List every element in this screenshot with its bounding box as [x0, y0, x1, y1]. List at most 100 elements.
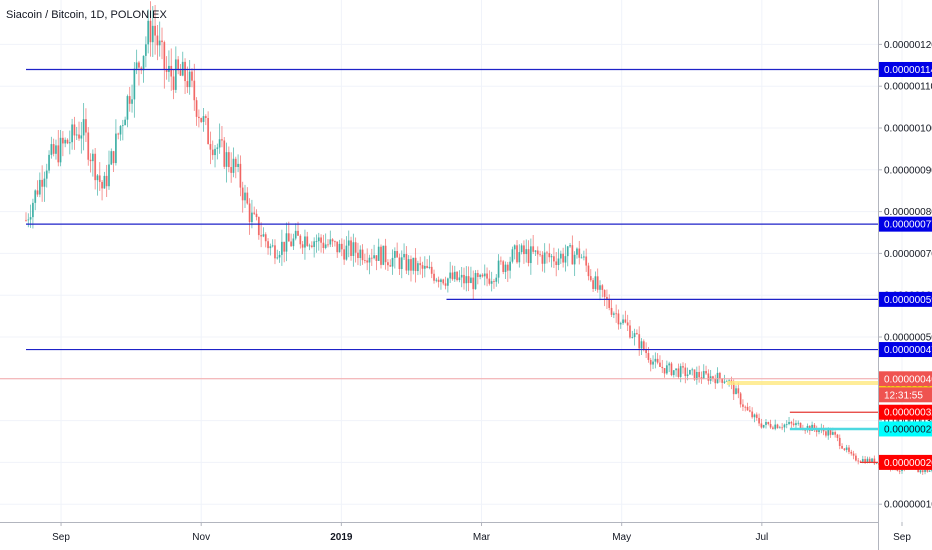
- candle-body: [384, 245, 387, 263]
- candle-body: [456, 271, 458, 281]
- candle-body: [444, 283, 447, 286]
- candle-body: [267, 241, 269, 249]
- candle-body: [184, 61, 186, 82]
- candle-body: [707, 373, 710, 381]
- candle-body: [290, 241, 293, 247]
- candle-body: [677, 368, 680, 377]
- candle-body: [156, 35, 159, 46]
- candle-body: [774, 424, 777, 429]
- candle-body: [760, 423, 763, 428]
- candle-body: [804, 429, 807, 431]
- candle-body: [684, 367, 687, 377]
- candle-body: [668, 363, 671, 366]
- candle-body: [237, 163, 239, 167]
- candle-body: [509, 261, 512, 271]
- candle-body: [718, 372, 721, 379]
- candle-body: [112, 151, 115, 164]
- candle-body: [871, 458, 873, 463]
- candle-body: [264, 234, 267, 242]
- candle-body: [389, 265, 392, 267]
- candle-body: [91, 153, 94, 162]
- candle-body: [117, 133, 120, 135]
- candle-body: [797, 422, 800, 424]
- candle-body: [407, 259, 410, 271]
- candle-body: [592, 280, 594, 289]
- time-axis-label: Mar: [473, 532, 491, 543]
- candle-body: [626, 322, 629, 326]
- candle-body: [405, 254, 408, 271]
- price-axis-label: 0.00000120: [884, 40, 932, 51]
- candle-body: [594, 276, 597, 289]
- level-tag-cyan-bg: [879, 421, 932, 437]
- candle-body: [144, 44, 147, 56]
- candle-body: [695, 371, 698, 380]
- candle-body: [686, 374, 689, 377]
- candle-body: [490, 281, 493, 284]
- candle-body: [313, 241, 316, 247]
- candle-body: [248, 203, 251, 223]
- countdown-tag-bg: [879, 387, 932, 403]
- candle-body: [622, 319, 624, 324]
- candle-body: [843, 448, 846, 450]
- candle-body: [670, 363, 673, 376]
- candle-body: [728, 380, 731, 382]
- candle-body: [71, 124, 74, 143]
- candle-body: [343, 249, 346, 260]
- candle-body: [317, 237, 320, 242]
- candle-body: [352, 242, 355, 256]
- candle-body: [437, 279, 440, 282]
- candle-body: [29, 217, 32, 220]
- candle-body: [453, 271, 456, 280]
- candle-body: [121, 125, 124, 127]
- candle-body: [629, 325, 631, 338]
- candle-body: [170, 65, 173, 77]
- candle-body: [45, 170, 48, 179]
- level-tag-blue: 0.00000114: [884, 65, 932, 76]
- candle-body: [799, 422, 802, 430]
- candle-body: [48, 154, 50, 171]
- candle-body: [576, 248, 578, 255]
- candle-body: [559, 253, 562, 259]
- candle-body: [133, 68, 136, 100]
- candle-body: [783, 424, 786, 428]
- candle-body: [336, 241, 339, 253]
- price-axis-label: 0.00000090: [884, 165, 932, 176]
- candle-body: [765, 421, 767, 425]
- candle-body: [848, 447, 850, 452]
- candle-body: [534, 250, 537, 252]
- candle-body: [161, 40, 163, 43]
- candle-body: [110, 151, 113, 165]
- candle-body: [845, 447, 848, 450]
- candle-body: [465, 276, 468, 284]
- candle-body: [635, 333, 638, 335]
- candle-body: [387, 262, 389, 266]
- level-tag-red-bg: [879, 454, 932, 470]
- candle-body: [396, 251, 399, 258]
- candle-body: [665, 365, 668, 374]
- candle-body: [414, 257, 417, 272]
- candle-body: [96, 175, 99, 181]
- candle-body: [836, 434, 839, 438]
- candle-body: [838, 437, 841, 446]
- candle-body: [815, 429, 818, 433]
- candle-body: [377, 246, 380, 261]
- candle-body: [472, 277, 475, 290]
- candle-body: [675, 368, 677, 371]
- candle-body: [841, 445, 843, 449]
- candle-body: [612, 313, 615, 315]
- candle-body: [541, 254, 544, 264]
- candle-body: [216, 147, 219, 149]
- candle-body: [204, 116, 207, 119]
- candle-body: [426, 265, 429, 268]
- candle-body: [691, 369, 694, 371]
- candle-body: [645, 349, 648, 354]
- candle-body: [423, 265, 426, 269]
- candle-body: [659, 362, 661, 367]
- candle-body: [873, 458, 876, 464]
- candle-body: [188, 71, 191, 88]
- candle-body: [511, 249, 514, 262]
- candle-body: [64, 139, 67, 144]
- candle-body: [573, 254, 576, 265]
